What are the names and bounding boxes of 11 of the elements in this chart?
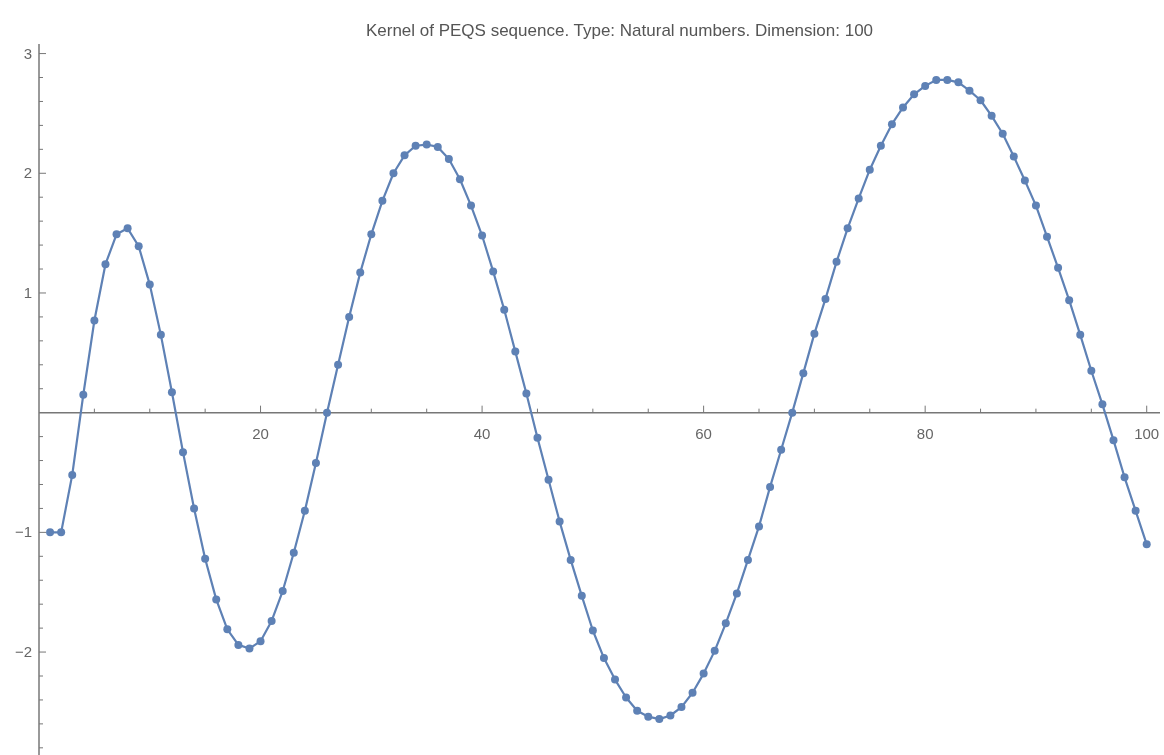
- x-tick-label: 40: [473, 424, 491, 442]
- y-tick-label: 3: [23, 44, 32, 62]
- x-tick-label: 80: [916, 424, 934, 442]
- y-tick-label: −2: [14, 643, 32, 661]
- x-tick-label: 20: [252, 424, 269, 442]
- y-tick-label: 1: [23, 283, 32, 301]
- chart-title: Kernel of PEQS sequence. Type: Natural numbers. Dimension: 100: [365, 21, 874, 40]
- x-tick-label: 60: [695, 424, 712, 442]
- y-tick-label: −1: [14, 523, 32, 541]
- x-tick-label: 100: [1134, 424, 1160, 442]
- y-tick-label: 2: [23, 164, 32, 182]
